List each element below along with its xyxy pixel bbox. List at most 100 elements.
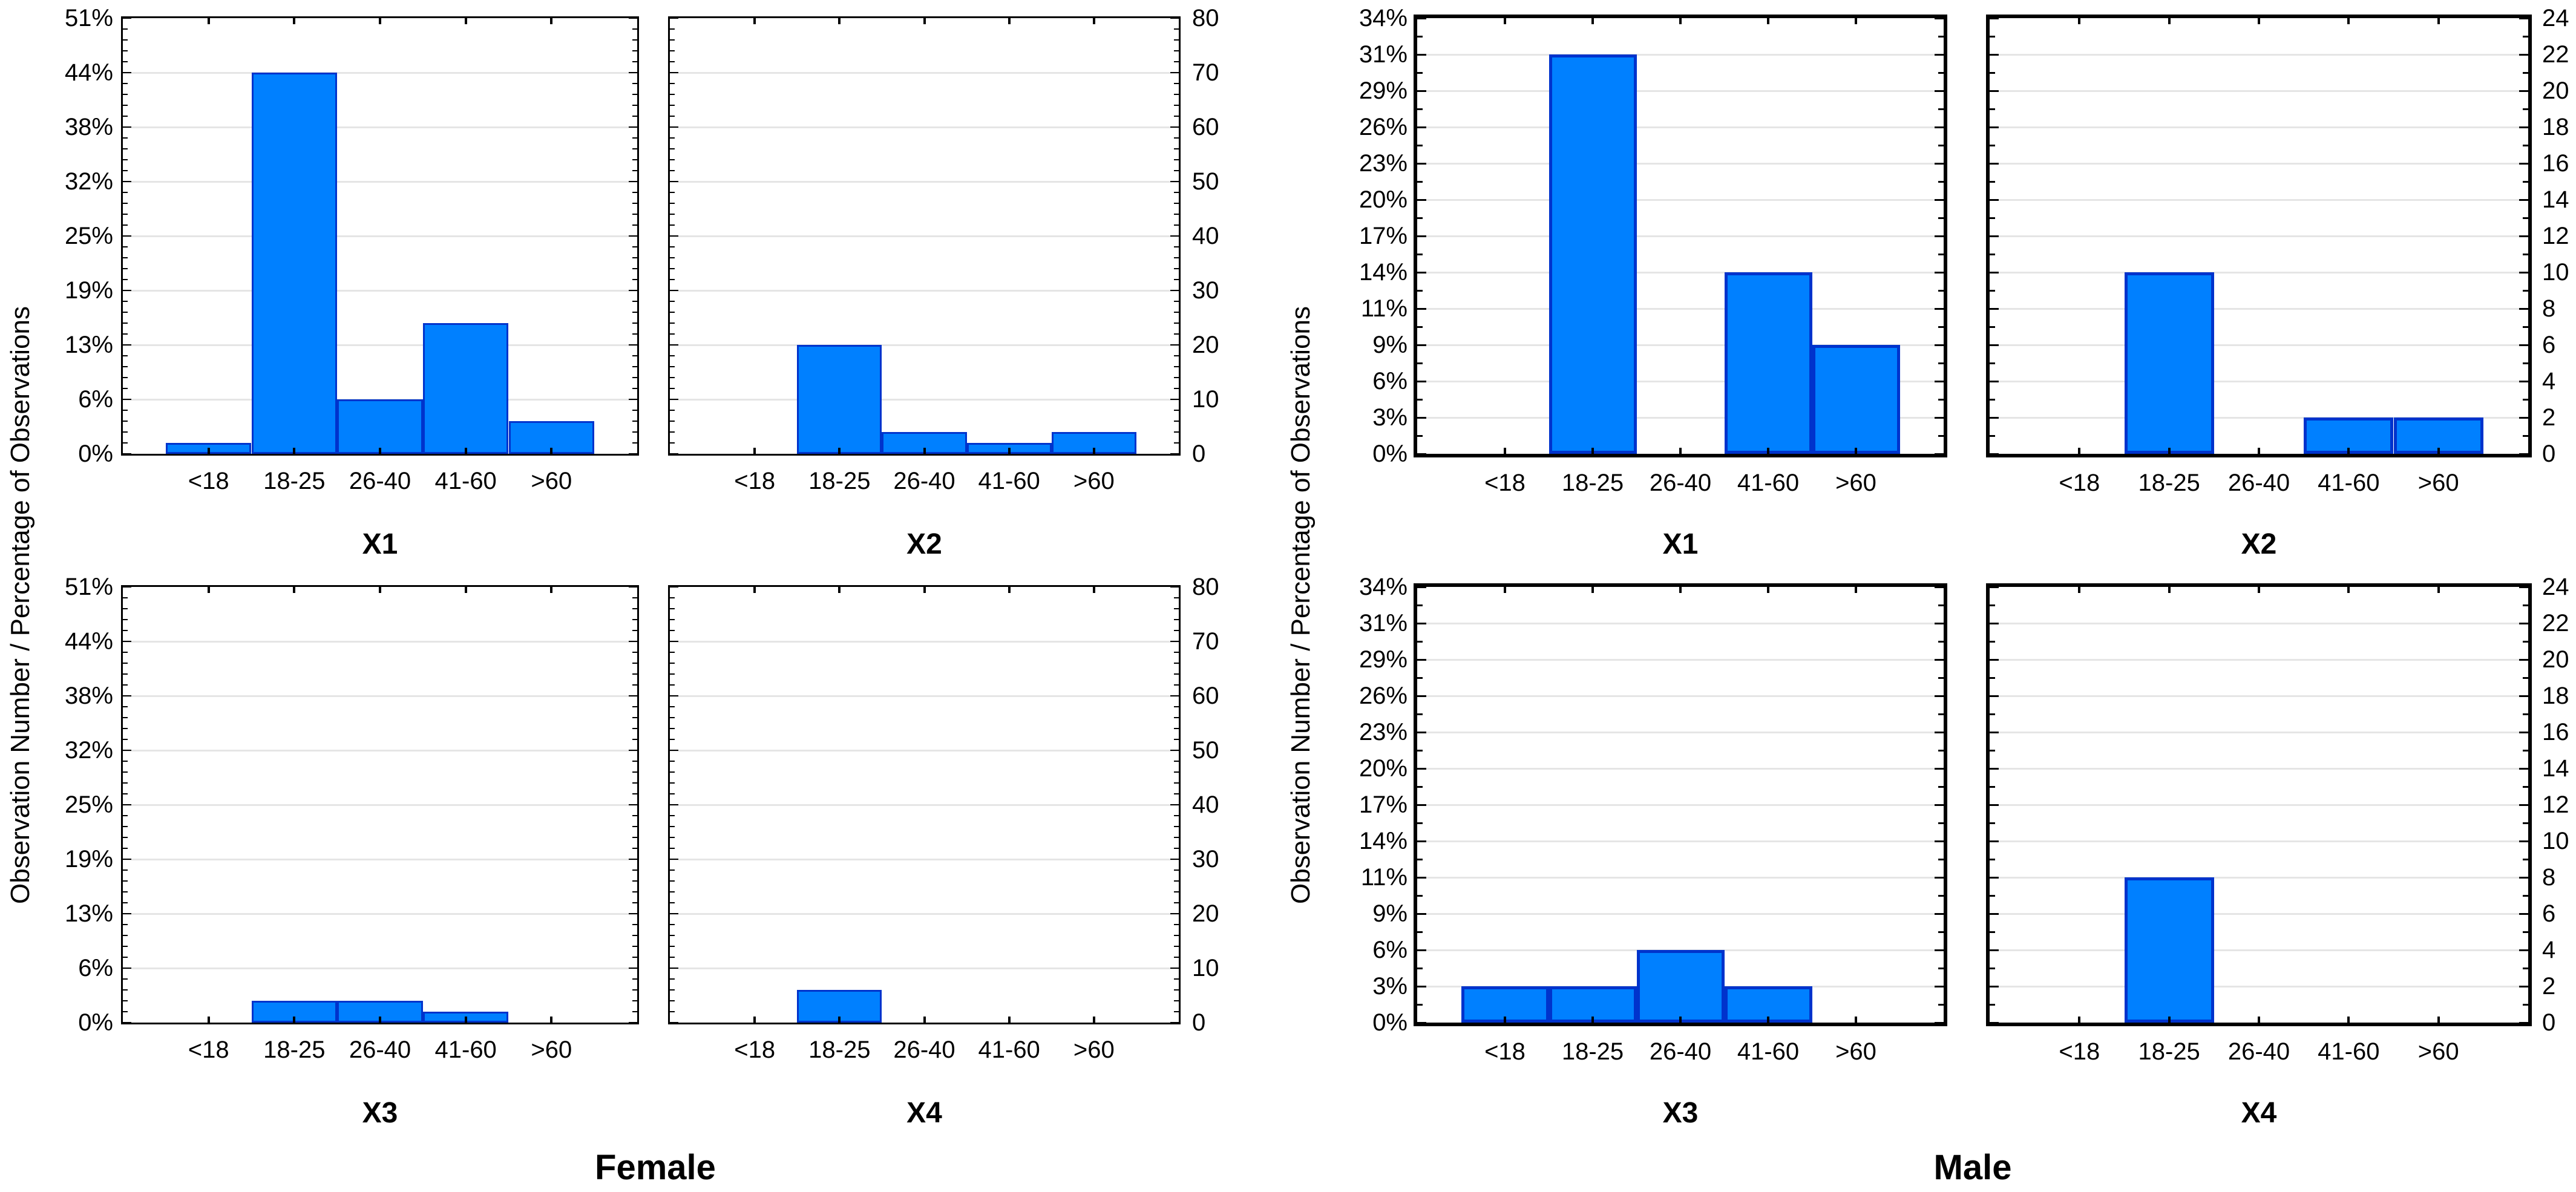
y-minor-tick (632, 257, 637, 258)
y-minor-tick (670, 619, 675, 620)
plot-area-male-x2 (1986, 15, 2532, 457)
y-major-tick (1417, 162, 1426, 165)
y-major-tick (670, 399, 678, 400)
y-major-tick (123, 181, 131, 182)
plot-area-female-x3 (121, 585, 639, 1024)
count-tick-label: 20 (2542, 646, 2569, 673)
y-minor-tick (1417, 858, 1423, 860)
y-major-tick (1935, 235, 1944, 237)
percent-tick-label: 29% (1358, 77, 1408, 104)
gridline (670, 235, 1179, 237)
y-major-tick (1990, 912, 1999, 915)
y-major-tick (1990, 235, 1999, 237)
y-minor-tick (1938, 604, 1944, 606)
gridline (1417, 126, 1944, 128)
y-minor-tick (1174, 869, 1179, 871)
y-minor-tick (123, 989, 128, 991)
y-minor-tick (670, 257, 675, 258)
count-tick-label: 10 (1192, 955, 1219, 981)
percent-tick-label: 6% (1372, 937, 1408, 963)
y-minor-tick (123, 935, 128, 936)
y-minor-tick (670, 739, 675, 740)
percent-tick-label: 13% (64, 900, 113, 927)
y-minor-tick (1938, 822, 1944, 824)
y-major-tick (1417, 1021, 1426, 1024)
x-tick (1008, 448, 1011, 454)
percent-tick-label: 32% (64, 737, 113, 764)
y-minor-tick (1417, 931, 1423, 933)
x-tick (1767, 448, 1769, 454)
count-tick-label: 12 (2542, 791, 2569, 818)
x-tick (293, 18, 296, 24)
percent-tick-label: 3% (1372, 973, 1408, 1000)
percent-tick-label: 23% (1358, 150, 1408, 177)
y-minor-tick (1938, 785, 1944, 788)
y-major-tick (2519, 380, 2528, 382)
x-tick (1092, 1017, 1095, 1023)
x-tick (2437, 448, 2440, 454)
y-minor-tick (123, 105, 128, 106)
y-minor-tick (123, 728, 128, 729)
y-major-tick (2519, 804, 2528, 806)
y-minor-tick (632, 717, 637, 718)
category-label: 41-60 (2318, 1038, 2380, 1065)
y-minor-tick (670, 608, 675, 609)
gridline (670, 640, 1179, 643)
gridline (1417, 90, 1944, 92)
y-major-tick (123, 18, 131, 19)
x-tick (550, 448, 553, 454)
bar (1724, 272, 1812, 454)
y-major-tick (1990, 876, 1999, 879)
y-minor-tick (1174, 1000, 1179, 1001)
y-minor-tick (1174, 684, 1179, 686)
x-tick (1092, 587, 1095, 593)
y-minor-tick (670, 83, 675, 84)
y-minor-tick (632, 410, 637, 411)
y-major-tick (2519, 235, 2528, 237)
y-minor-tick (1174, 880, 1179, 882)
percent-tick-label: 38% (64, 683, 113, 709)
y-minor-tick (1174, 214, 1179, 215)
plot-area-female-x2 (668, 16, 1181, 456)
y-major-tick (1935, 912, 1944, 915)
y-minor-tick (632, 61, 637, 62)
y-minor-tick (1174, 148, 1179, 149)
y-minor-tick (670, 902, 675, 903)
x-tick (923, 448, 926, 454)
gridline (123, 912, 637, 915)
y-major-tick (1417, 380, 1426, 382)
y-minor-tick (1174, 1011, 1179, 1012)
y-minor-tick (1938, 931, 1944, 933)
y-minor-tick (670, 170, 675, 171)
y-minor-tick (632, 663, 637, 664)
x-tick (923, 18, 926, 24)
category-label: >60 (1835, 1038, 1876, 1065)
y-minor-tick (1417, 967, 1423, 969)
y-minor-tick (670, 782, 675, 784)
plot-area-female-x1 (121, 16, 639, 456)
y-minor-tick (123, 333, 128, 335)
gridline (670, 858, 1179, 860)
y-minor-tick (670, 61, 675, 62)
y-minor-tick (1938, 362, 1944, 364)
percent-tick-label: 17% (1358, 223, 1408, 249)
y-major-tick (629, 235, 637, 237)
y-minor-tick (2523, 749, 2528, 752)
y-minor-tick (1174, 652, 1179, 653)
y-major-tick (1417, 586, 1426, 588)
y-minor-tick (632, 706, 637, 707)
y-minor-tick (632, 148, 637, 149)
count-tick-label: 12 (2542, 223, 2569, 249)
y-major-tick (2519, 416, 2528, 419)
x-tick (2168, 1017, 2171, 1023)
y-major-tick (1935, 695, 1944, 697)
percent-tick-label: 34% (1358, 574, 1408, 600)
y-major-tick (1417, 344, 1426, 346)
y-major-tick (1170, 235, 1179, 237)
y-minor-tick (123, 192, 128, 193)
y-minor-tick (1174, 28, 1179, 30)
y-minor-tick (632, 116, 637, 117)
y-major-tick (1935, 380, 1944, 382)
y-minor-tick (123, 782, 128, 784)
x-tick (1679, 587, 1682, 593)
